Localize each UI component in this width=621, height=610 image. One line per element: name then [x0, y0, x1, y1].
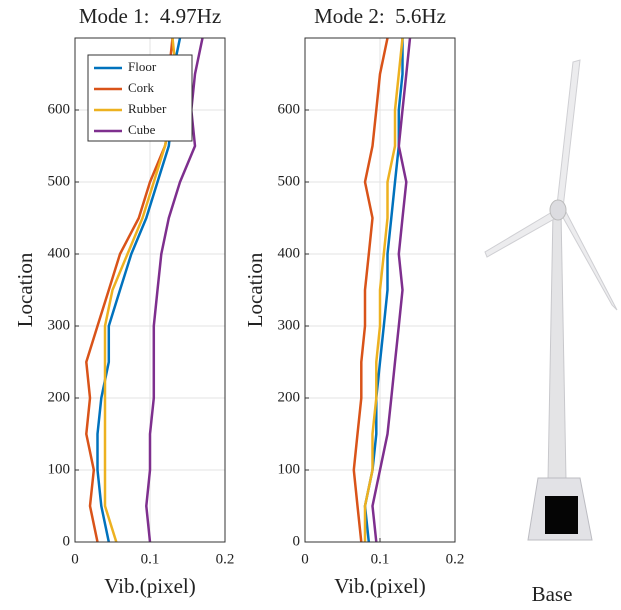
series-line [363, 38, 404, 543]
x-tick-label: 0 [301, 551, 309, 567]
axes-frame [74, 37, 226, 543]
y-tick-label: 200 [48, 389, 71, 405]
solar-panel [545, 496, 578, 534]
y-axis-label: Location [13, 252, 37, 327]
y-tick-label: 600 [278, 101, 301, 117]
y-tick-label: 600 [48, 101, 71, 117]
legend-label: Floor [128, 59, 157, 74]
series-line [371, 37, 412, 543]
legend-label: Cube [128, 122, 156, 137]
y-tick-label: 500 [278, 173, 301, 189]
y-tick-label: 0 [63, 533, 71, 549]
y-tick-label: 100 [48, 461, 71, 477]
blade [560, 209, 618, 311]
x-tick-label: 0.2 [446, 551, 465, 567]
legend-label: Cork [128, 80, 155, 95]
chart: 0 100 200 300 400 500 600 0 0.1 0.2 Mode 1: 4.97Hz… [13, 4, 235, 598]
y-axis-label: Location [243, 252, 267, 327]
y-tick-label: 400 [278, 245, 301, 261]
series-line [352, 37, 389, 543]
x-axis-label: Vib.(pixel) [334, 574, 425, 598]
x-axis-label: Vib.(pixel) [104, 574, 195, 598]
image-caption: Base [532, 582, 573, 606]
tower [547, 211, 567, 481]
y-tick-label: 300 [48, 317, 71, 333]
hub [549, 199, 567, 221]
series-line [363, 37, 404, 542]
y-tick-label: 300 [278, 317, 301, 333]
y-tick-label: 200 [278, 389, 301, 405]
x-tick-label: 0.2 [216, 551, 235, 567]
x-tick-label: 0.1 [141, 551, 160, 567]
chart: 0 100 200 300 400 500 600 0 0.1 0.2 Mode 2: 5.6Hz V… [243, 4, 465, 598]
y-tick-label: 0 [293, 533, 301, 549]
legend-label: Rubber [128, 101, 167, 116]
blade [556, 59, 581, 209]
turbine-photo [484, 59, 618, 541]
series-line [145, 37, 204, 543]
y-tick-label: 400 [48, 245, 71, 261]
axes-frame [304, 37, 456, 543]
chart-title: Mode 1: 4.97Hz [79, 4, 221, 28]
y-tick-label: 500 [48, 173, 71, 189]
chart-title: Mode 2: 5.6Hz [314, 4, 446, 28]
x-tick-label: 0.1 [371, 551, 390, 567]
x-tick-label: 0 [71, 551, 79, 567]
legend-box [87, 54, 193, 142]
blade [484, 211, 557, 258]
y-tick-label: 100 [278, 461, 301, 477]
